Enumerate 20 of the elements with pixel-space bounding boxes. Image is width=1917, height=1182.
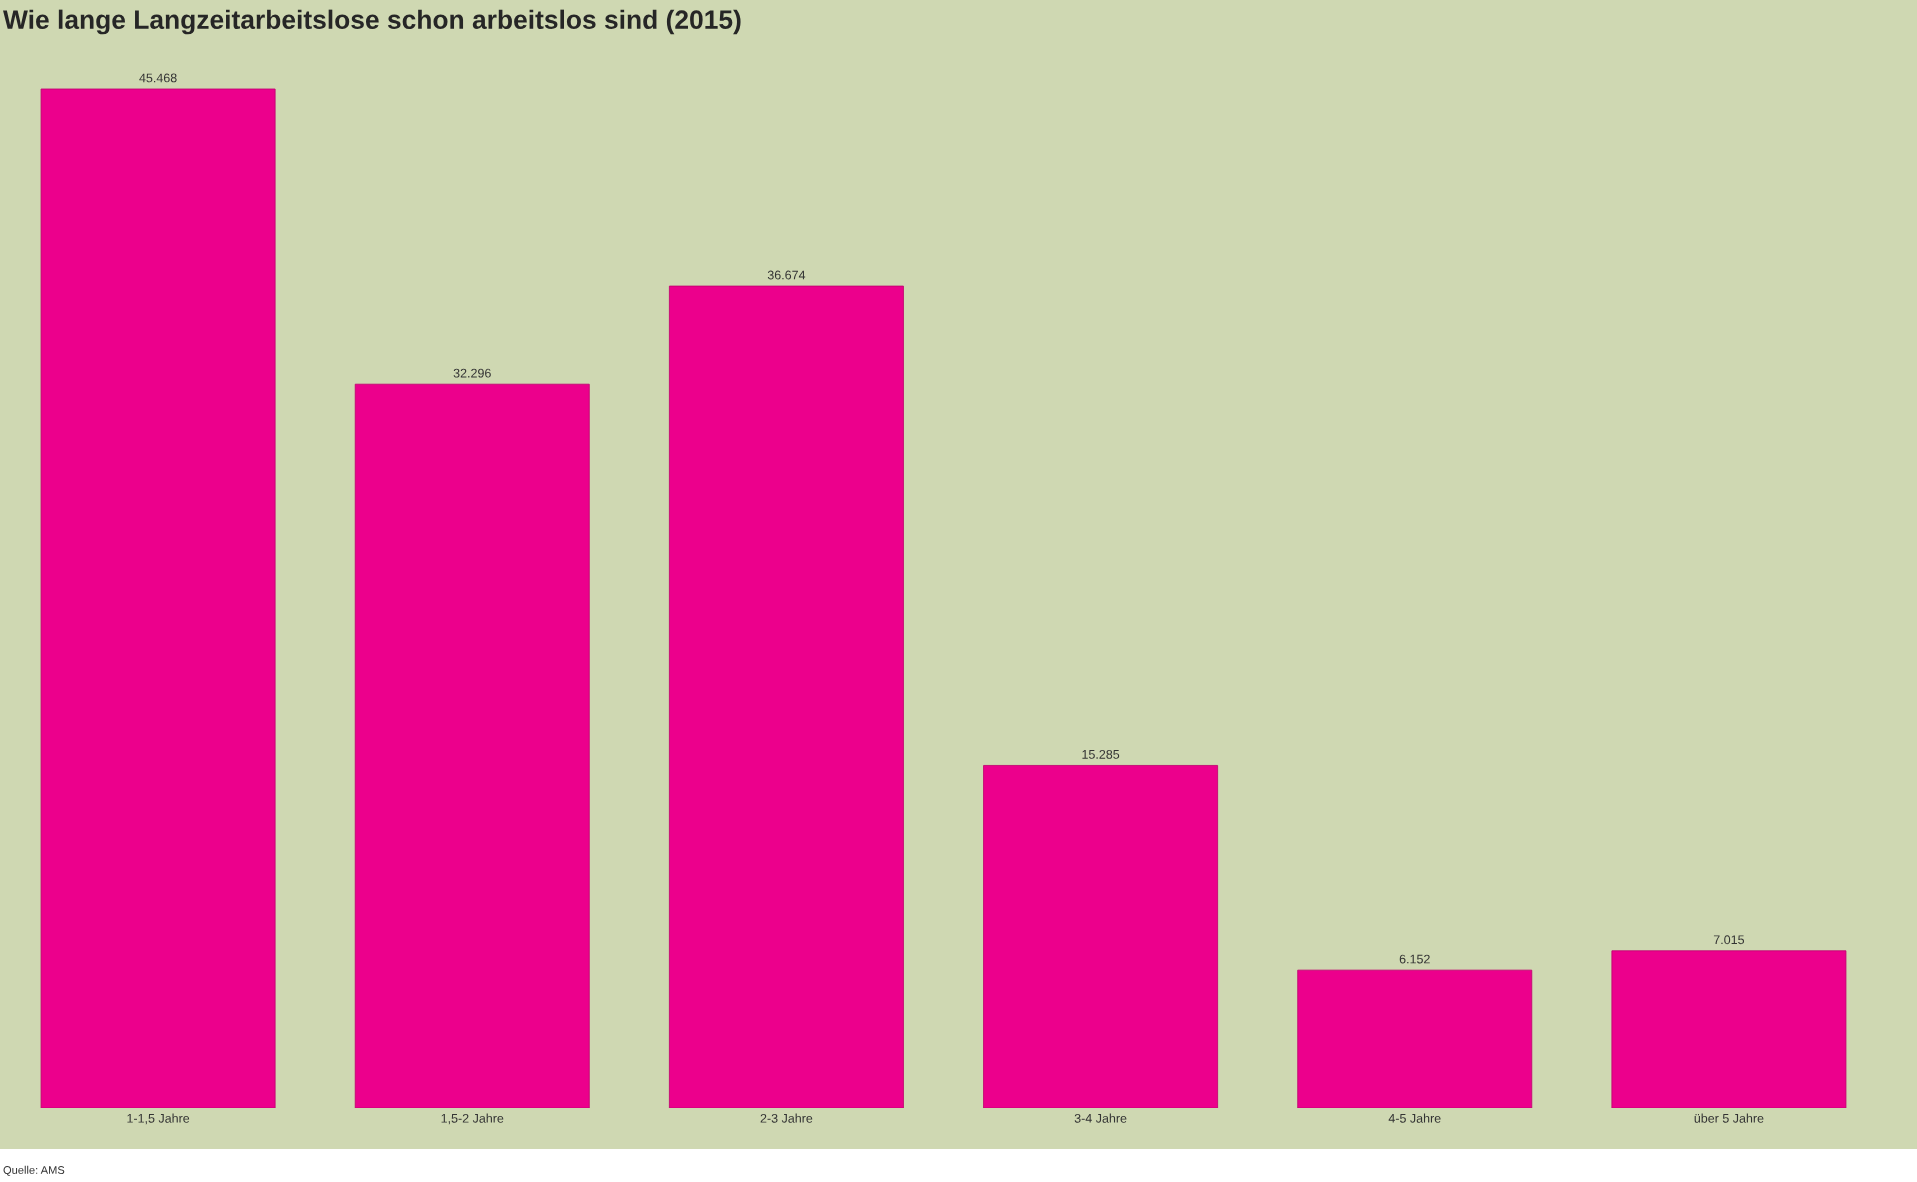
x-tick-label: 4-5 Jahre <box>1388 1113 1441 1123</box>
x-tick-label: 2-3 Jahre <box>760 1113 813 1123</box>
data-label: 45.468 <box>139 73 177 83</box>
data-label: 6.152 <box>1399 954 1430 964</box>
bar <box>40 88 276 1108</box>
data-label: 15.285 <box>1082 749 1120 759</box>
data-label: 7.015 <box>1713 935 1745 945</box>
x-tick-label: über 5 Jahre <box>1694 1113 1764 1123</box>
source-note: Quelle: AMS <box>3 1165 65 1176</box>
x-tick-label: 1-1,5 Jahre <box>127 1113 190 1125</box>
bar <box>1297 969 1533 1108</box>
x-tick-label: 1,5-2 Jahre <box>441 1113 504 1125</box>
bar <box>354 383 590 1108</box>
chart-title: Wie lange Langzeitarbeitslose schon arbeitslos sind (2015) <box>3 9 741 35</box>
data-label: 36.674 <box>767 270 806 280</box>
data-label: 32.296 <box>453 368 491 378</box>
bar <box>1611 950 1847 1108</box>
bar <box>983 765 1219 1108</box>
bar <box>668 285 904 1108</box>
x-tick-label: 3-4 Jahre <box>1074 1113 1127 1123</box>
